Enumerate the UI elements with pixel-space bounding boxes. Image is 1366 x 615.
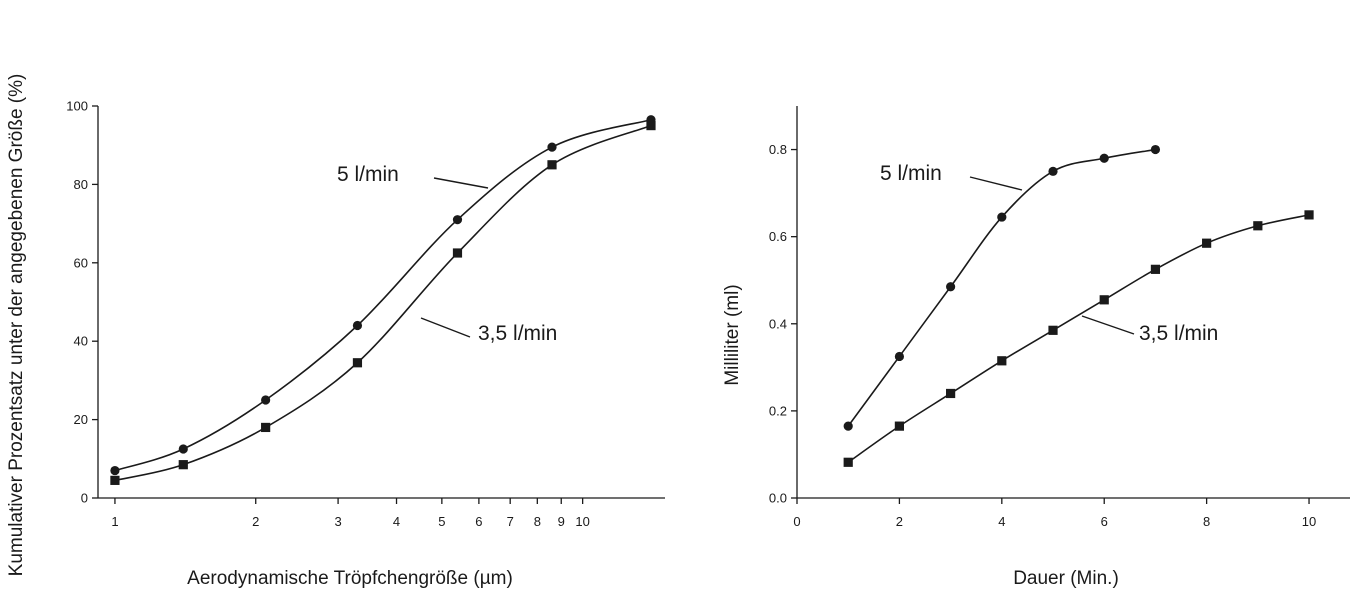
- series-label-leader: [420, 317, 471, 338]
- data-point-circle: [178, 444, 188, 454]
- series-label-leader: [1081, 315, 1135, 335]
- series-label-leader: [969, 176, 1023, 191]
- series-2: 3,5 l/min: [843, 210, 1314, 467]
- y-tick-label: 0.4: [769, 316, 787, 331]
- chart-2: 0.0 0.2 0.4 0.6 0.8 0 2 4 6 8 10 Dauer (Min.) Millil…: [722, 106, 1350, 589]
- data-point-square: [1202, 238, 1212, 248]
- x-tick-label: 2: [896, 514, 903, 529]
- x-tick-label: 5: [438, 514, 445, 529]
- x-axis-title: Dauer (Min.): [1013, 568, 1119, 589]
- x-tick-label: 6: [1101, 514, 1108, 529]
- x-tick-label: 3: [334, 514, 341, 529]
- y-tick-label: 40: [74, 334, 88, 349]
- y-tick-label: 100: [66, 99, 88, 114]
- data-point-square: [261, 422, 271, 433]
- x-tick-label: 4: [998, 514, 1005, 529]
- data-point-square: [1099, 295, 1109, 305]
- chart-1: 0 20 40 60 80 100 1 2 3 4 5 6 7 8 9 10 Aerodynamische Tr…: [6, 74, 665, 589]
- series-2: 3,5 l/min: [110, 121, 656, 485]
- data-point-square: [843, 457, 853, 467]
- x-tick-label: 4: [393, 514, 400, 529]
- data-point-circle: [946, 282, 956, 292]
- data-point-square: [946, 388, 956, 399]
- data-point-square: [1150, 264, 1161, 274]
- x-tick-label: 2: [252, 514, 259, 529]
- series-line: [847, 148, 1156, 427]
- y-tick-label: 20: [74, 412, 88, 427]
- data-point-square: [547, 160, 557, 170]
- x-tick-label: 10: [1302, 514, 1316, 529]
- y-tick-label: 0.0: [769, 491, 787, 506]
- y-tick-label: 0.6: [769, 229, 787, 244]
- y-axis-title: Kumulativer Prozentsatz unter der angege…: [6, 74, 27, 577]
- data-point-circle: [261, 395, 271, 405]
- x-tick-label: 8: [1203, 514, 1210, 529]
- data-point-square: [1048, 325, 1058, 335]
- series-label: 3,5 l/min: [1139, 322, 1218, 345]
- data-point-circle: [110, 465, 120, 476]
- data-point-square: [178, 460, 188, 470]
- x-tick-label: 7: [507, 514, 514, 529]
- series-1: 5 l/min: [110, 115, 656, 476]
- x-tick-label: 0: [793, 514, 800, 529]
- data-point-square: [894, 421, 905, 431]
- series-label: 3,5 l/min: [478, 322, 557, 345]
- y-tick-label: 60: [74, 255, 88, 270]
- x-axis-title: Aerodynamische Tröpfchengröße (µm): [187, 568, 513, 589]
- x-tick-label: 6: [475, 514, 482, 529]
- data-point-square: [1304, 210, 1314, 220]
- y-tick-label: 0: [81, 491, 88, 506]
- series-label: 5 l/min: [880, 162, 942, 185]
- series-1: 5 l/min: [843, 144, 1161, 431]
- x-tick-label: 8: [534, 514, 541, 529]
- data-point-square: [352, 358, 363, 368]
- data-point-circle: [1099, 153, 1109, 163]
- y-tick-label: 80: [74, 177, 88, 192]
- data-point-circle: [894, 351, 905, 362]
- data-point-circle: [352, 320, 363, 331]
- y-tick-label: 0.2: [769, 403, 787, 418]
- y-axis-title: Milliliter (ml): [722, 284, 743, 385]
- data-point-square: [997, 356, 1007, 366]
- data-point-circle: [1048, 166, 1058, 176]
- data-point-square: [452, 248, 463, 258]
- series-label: 5 l/min: [337, 163, 399, 186]
- x-tick-label: 10: [575, 514, 589, 529]
- y-tick-label: 0.8: [769, 142, 787, 157]
- series-label-leader: [433, 177, 489, 189]
- data-point-circle: [843, 421, 853, 431]
- data-point-circle: [1150, 144, 1161, 155]
- x-tick-label: 9: [558, 514, 565, 529]
- data-point-square: [110, 475, 120, 485]
- series-line: [847, 214, 1310, 463]
- data-point-circle: [452, 215, 463, 225]
- data-point-square: [646, 121, 656, 131]
- data-point-circle: [547, 142, 557, 152]
- x-tick-label: 1: [111, 514, 118, 529]
- data-point-circle: [997, 212, 1007, 222]
- data-point-square: [1253, 221, 1263, 231]
